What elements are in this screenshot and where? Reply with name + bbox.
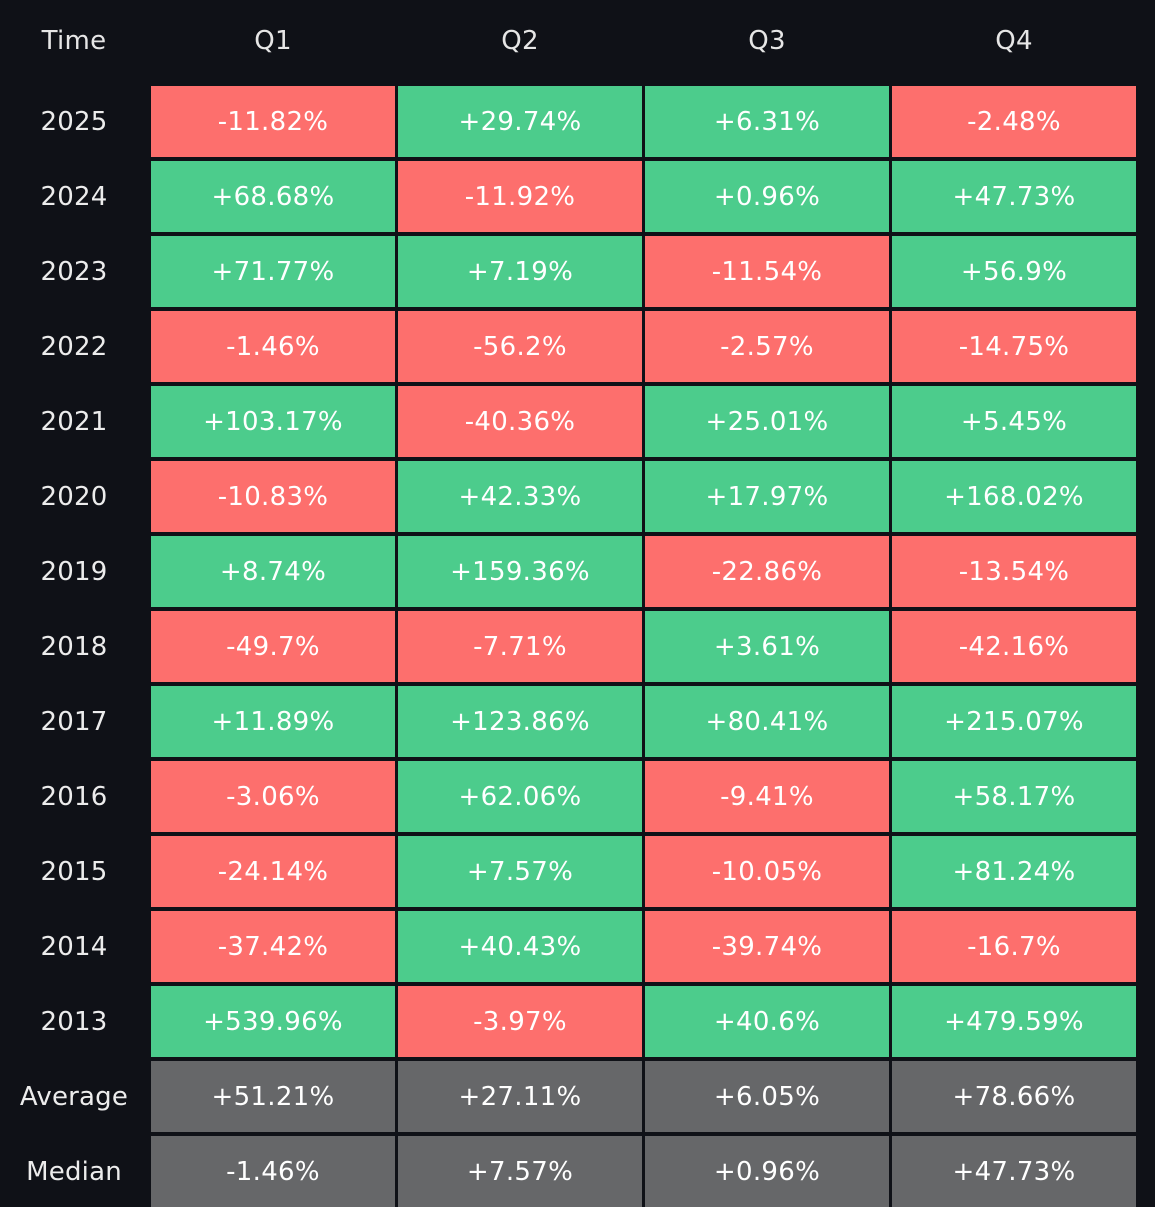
table-cell-q2: -3.97% bbox=[398, 986, 642, 1057]
table-cell-q1: +51.21% bbox=[151, 1061, 395, 1132]
row-label: 2023 bbox=[40, 256, 108, 287]
table-cell-q3: -2.57% bbox=[645, 311, 889, 382]
table-cell-q1: -49.7% bbox=[151, 611, 395, 682]
table-cell-q4: -16.7% bbox=[892, 911, 1136, 982]
table-cell-q2: -7.71% bbox=[398, 611, 642, 682]
table-cell-q3: +6.31% bbox=[645, 86, 889, 157]
table-cell-q2: +27.11% bbox=[398, 1061, 642, 1132]
table-cell-q1: -24.14% bbox=[151, 836, 395, 907]
table-cell-q3: +40.6% bbox=[645, 986, 889, 1057]
table-cell-q3: -10.05% bbox=[645, 836, 889, 907]
table-cell-q1: +11.89% bbox=[151, 686, 395, 757]
table-cell-q3: +6.05% bbox=[645, 1061, 889, 1132]
table-cell-q3: +3.61% bbox=[645, 611, 889, 682]
table-cell-q3: +0.96% bbox=[645, 1136, 889, 1207]
row-label: Median bbox=[26, 1156, 122, 1187]
row-label: 2022 bbox=[40, 331, 108, 362]
table-cell-q4: -2.48% bbox=[892, 86, 1136, 157]
table-cell-q3: +17.97% bbox=[645, 461, 889, 532]
row-label: 2015 bbox=[40, 856, 108, 887]
table-cell-q4: +78.66% bbox=[892, 1061, 1136, 1132]
table-cell-q4: +58.17% bbox=[892, 761, 1136, 832]
table-cell-q4: -42.16% bbox=[892, 611, 1136, 682]
table-cell-q1: -37.42% bbox=[151, 911, 395, 982]
row-label: 2016 bbox=[40, 781, 108, 812]
table-cell-q1: +539.96% bbox=[151, 986, 395, 1057]
row-label: 2024 bbox=[40, 181, 108, 212]
table-cell-q3: -11.54% bbox=[645, 236, 889, 307]
table-cell-q4: -14.75% bbox=[892, 311, 1136, 382]
table-cell-q2: -56.2% bbox=[398, 311, 642, 382]
table-cell-q4: +5.45% bbox=[892, 386, 1136, 457]
table-cell-q1: -10.83% bbox=[151, 461, 395, 532]
table-cell-q2: -40.36% bbox=[398, 386, 642, 457]
table-cell-q2: -11.92% bbox=[398, 161, 642, 232]
table-cell-q4: -13.54% bbox=[892, 536, 1136, 607]
header-time: Time bbox=[41, 26, 107, 56]
table-cell-q4: +47.73% bbox=[892, 161, 1136, 232]
table-cell-q1: -1.46% bbox=[151, 1136, 395, 1207]
table-cell-q1: +71.77% bbox=[151, 236, 395, 307]
row-label: 2018 bbox=[40, 631, 108, 662]
row-label: Average bbox=[19, 1081, 129, 1112]
table-cell-q2: +62.06% bbox=[398, 761, 642, 832]
table-cell-q1: +103.17% bbox=[151, 386, 395, 457]
table-cell-q3: -39.74% bbox=[645, 911, 889, 982]
table-cell-q1: -11.82% bbox=[151, 86, 395, 157]
row-label: 2020 bbox=[40, 481, 108, 512]
table-cell-q4: +479.59% bbox=[892, 986, 1136, 1057]
row-label: 2019 bbox=[40, 556, 108, 587]
header-q1: Q1 bbox=[254, 26, 292, 56]
header-q4: Q4 bbox=[995, 26, 1033, 56]
row-label: 2013 bbox=[40, 1006, 108, 1037]
row-label: 2017 bbox=[40, 706, 108, 737]
header-q2: Q2 bbox=[501, 26, 539, 56]
table-cell-q2: +40.43% bbox=[398, 911, 642, 982]
table-cell-q2: +7.57% bbox=[398, 836, 642, 907]
table-cell-q4: +168.02% bbox=[892, 461, 1136, 532]
table-cell-q1: +68.68% bbox=[151, 161, 395, 232]
table-cell-q2: +159.36% bbox=[398, 536, 642, 607]
table-cell-q2: +42.33% bbox=[398, 461, 642, 532]
table-cell-q1: -1.46% bbox=[151, 311, 395, 382]
table-cell-q4: +47.73% bbox=[892, 1136, 1136, 1207]
table-cell-q2: +29.74% bbox=[398, 86, 642, 157]
table-cell-q4: +81.24% bbox=[892, 836, 1136, 907]
table-cell-q2: +7.19% bbox=[398, 236, 642, 307]
table-cell-q3: +25.01% bbox=[645, 386, 889, 457]
table-cell-q3: -9.41% bbox=[645, 761, 889, 832]
table-cell-q2: +7.57% bbox=[398, 1136, 642, 1207]
table-cell-q1: +8.74% bbox=[151, 536, 395, 607]
table-cell-q4: +56.9% bbox=[892, 236, 1136, 307]
table-cell-q3: -22.86% bbox=[645, 536, 889, 607]
table-cell-q3: +80.41% bbox=[645, 686, 889, 757]
table-cell-q4: +215.07% bbox=[892, 686, 1136, 757]
header-q3: Q3 bbox=[748, 26, 786, 56]
table-cell-q2: +123.86% bbox=[398, 686, 642, 757]
row-label: 2021 bbox=[40, 406, 108, 437]
table-cell-q3: +0.96% bbox=[645, 161, 889, 232]
row-label: 2025 bbox=[40, 106, 108, 137]
table-cell-q1: -3.06% bbox=[151, 761, 395, 832]
row-label: 2014 bbox=[40, 931, 108, 962]
